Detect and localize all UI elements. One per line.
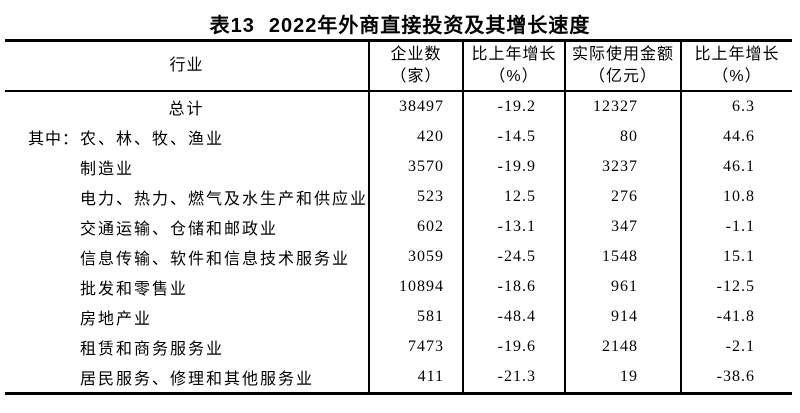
enterprises-growth-value: -13.1	[462, 212, 564, 242]
amount-growth-value: -38.6	[680, 362, 792, 392]
table-row: 制造业 3570 -19.9 3237 46.1	[5, 152, 792, 182]
enterprises-growth-value: -48.4	[462, 302, 564, 332]
amount-value: 347	[564, 212, 680, 242]
fdi-table: 行业 企业数 （家） 比上年增长 （%） 实际使用金额 （亿元） 比上年增长 （…	[5, 39, 792, 395]
header-row: 行业 企业数 （家） 比上年增长 （%） 实际使用金额 （亿元） 比上年增长 （…	[5, 42, 792, 92]
enterprises-growth-value: 12.5	[462, 182, 564, 212]
col-header-line1: 比上年增长	[694, 46, 780, 63]
industry-cell: 租赁和商务服务业	[5, 332, 368, 362]
enterprises-growth-value: -19.9	[462, 152, 564, 182]
enterprises-value: 3059	[368, 242, 462, 272]
enterprises-growth-value: -19.6	[462, 332, 564, 362]
amount-growth-value: 15.1	[680, 242, 792, 272]
col-header-line2: （亿元）	[588, 68, 657, 85]
enterprises-value: 411	[368, 362, 462, 392]
enterprises-growth-value: -18.6	[462, 272, 564, 302]
enterprises-growth-value: -14.5	[462, 122, 564, 152]
enterprises-value: 38497	[368, 92, 462, 122]
table-row: 居民服务、修理和其他服务业 411 -21.3 19 -38.6	[5, 362, 792, 392]
table-row-total: 总计 38497 -19.2 12327 6.3	[5, 92, 792, 122]
amount-value: 19	[564, 362, 680, 392]
industry-cell: 电力、热力、燃气及水生产和供应业	[5, 182, 368, 212]
amount-growth-value: 46.1	[680, 152, 792, 182]
row-label: 电力、热力、燃气及水生产和供应业	[79, 191, 368, 208]
table-title: 表13 2022年外商直接投资及其增长速度	[0, 9, 800, 38]
enterprises-value: 10894	[368, 272, 462, 302]
row-label: 信息传输、软件和信息技术服务业	[80, 251, 351, 268]
col-header-line2: （%）	[712, 68, 762, 85]
amount-growth-value: 10.8	[680, 182, 792, 212]
col-header-line1: 企业数	[390, 46, 442, 63]
amount-growth-value: 6.3	[680, 92, 792, 122]
table-number: 表13	[209, 15, 255, 37]
table-row: 信息传输、软件和信息技术服务业 3059 -24.5 1548 15.1	[5, 242, 792, 272]
table-title-text: 2022年外商直接投资及其增长速度	[268, 15, 591, 37]
row-label: 房地产业	[80, 311, 153, 328]
industry-cell: 房地产业	[5, 302, 368, 332]
row-prefix: 其中：	[28, 131, 80, 148]
enterprises-growth-value: -19.2	[462, 92, 564, 122]
industry-cell: 总计	[5, 92, 368, 122]
col-header-amount: 实际使用金额 （亿元）	[564, 42, 680, 90]
table-row: 房地产业 581 -48.4 914 -41.8	[5, 302, 792, 332]
industry-cell: 其中： 农、林、牧、渔业	[5, 122, 368, 152]
amount-value: 914	[564, 302, 680, 332]
enterprises-value: 602	[368, 212, 462, 242]
amount-value: 12327	[564, 92, 680, 122]
amount-growth-value: 44.6	[680, 122, 792, 152]
col-header-growth-amount: 比上年增长 （%）	[680, 42, 792, 90]
col-header-industry: 行业	[5, 42, 368, 90]
amount-growth-value: -2.1	[680, 332, 792, 362]
col-header-industry-label: 行业	[169, 57, 204, 74]
amount-growth-value: -41.8	[680, 302, 792, 332]
table-row: 交通运输、仓储和邮政业 602 -13.1 347 -1.1	[5, 212, 792, 242]
enterprises-value: 7473	[368, 332, 462, 362]
amount-growth-value: -1.1	[680, 212, 792, 242]
row-label: 居民服务、修理和其他服务业	[80, 371, 315, 388]
row-label: 制造业	[80, 161, 135, 178]
col-header-line1: 实际使用金额	[571, 46, 674, 63]
amount-value: 80	[564, 122, 680, 152]
table-row: 租赁和商务服务业 7473 -19.6 2148 -2.1	[5, 332, 792, 362]
amount-value: 1548	[564, 242, 680, 272]
table-row: 电力、热力、燃气及水生产和供应业 523 12.5 276 10.8	[5, 182, 792, 212]
col-header-line2: （%）	[489, 68, 539, 85]
industry-cell: 居民服务、修理和其他服务业	[5, 362, 368, 392]
industry-cell: 信息传输、软件和信息技术服务业	[5, 242, 368, 272]
enterprises-value: 581	[368, 302, 462, 332]
table-row: 其中： 农、林、牧、渔业 420 -14.5 80 44.6	[5, 122, 792, 152]
industry-cell: 交通运输、仓储和邮政业	[5, 212, 368, 242]
row-label: 批发和零售业	[80, 281, 189, 298]
amount-value: 276	[564, 182, 680, 212]
row-label: 交通运输、仓储和邮政业	[80, 221, 279, 238]
industry-cell: 制造业	[5, 152, 368, 182]
amount-value: 2148	[564, 332, 680, 362]
row-label: 租赁和商务服务业	[80, 341, 225, 358]
col-header-line2: （家）	[390, 68, 442, 85]
row-label: 农、林、牧、渔业	[80, 131, 225, 148]
col-header-growth-enterprises: 比上年增长 （%）	[462, 42, 564, 90]
row-label: 总计	[168, 101, 205, 118]
amount-growth-value: -12.5	[680, 272, 792, 302]
table-row: 批发和零售业 10894 -18.6 961 -12.5	[5, 272, 792, 302]
enterprises-growth-value: -21.3	[462, 362, 564, 392]
enterprises-value: 523	[368, 182, 462, 212]
enterprises-value: 420	[368, 122, 462, 152]
industry-cell: 批发和零售业	[5, 272, 368, 302]
enterprises-value: 3570	[368, 152, 462, 182]
col-header-enterprises: 企业数 （家）	[368, 42, 462, 90]
amount-value: 3237	[564, 152, 680, 182]
col-header-line1: 比上年增长	[471, 46, 557, 63]
amount-value: 961	[564, 272, 680, 302]
enterprises-growth-value: -24.5	[462, 242, 564, 272]
